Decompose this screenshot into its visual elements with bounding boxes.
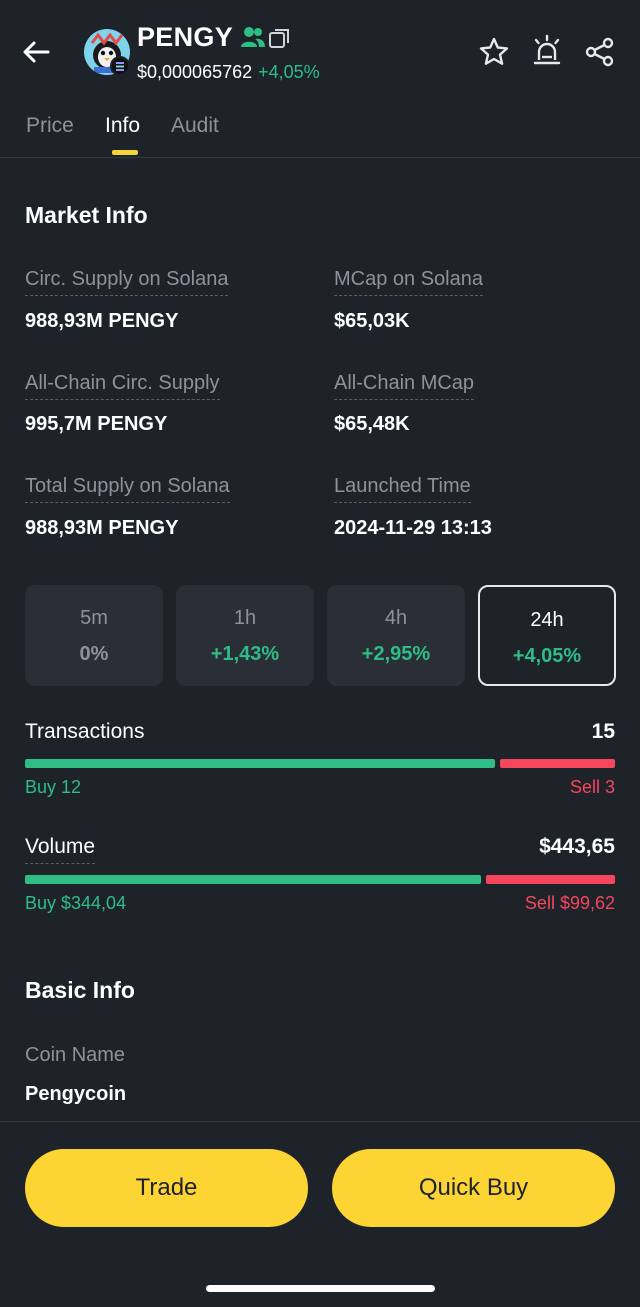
token-price: $0,000065762 +4,05% [137,62,320,83]
transactions-sell-bar [499,759,615,768]
bottom-action-bar: Trade Quick Buy [0,1121,640,1307]
launched-time-value: 2024-11-29 13:13 [334,517,492,539]
tab-price[interactable]: Price [26,114,74,137]
market-info-title: Market Info [25,202,148,228]
timeframe-label: 4h [384,607,408,629]
all-chain-circ-supply-label[interactable]: All-Chain Circ. Supply [25,372,220,400]
timeframe-change: +1,43% [210,643,280,665]
back-arrow-icon[interactable] [18,34,54,70]
share-icon[interactable] [584,36,616,73]
home-indicator [206,1285,435,1292]
copy-icon[interactable] [268,26,292,55]
transactions-total: 15 [591,720,615,743]
total-supply-solana-value: 988,93M PENGY [25,517,179,539]
basic-info-title: Basic Info [25,977,135,1003]
volume-buy-bar [25,875,481,884]
timeframe-label: 1h [233,607,257,629]
volume-title[interactable]: Volume [25,835,96,864]
header: PENGY $0,000065762 +4,05% [0,0,640,100]
star-icon[interactable] [478,36,510,73]
timeframe-change: +4,05% [512,645,582,667]
transactions-sell-count: Sell 3 [569,777,615,797]
timeframe-1h[interactable]: 1h +1,43% [176,585,314,686]
solana-chain-icon [110,56,130,76]
price-alert-icon[interactable] [530,34,564,73]
coin-name-value: Pengycoin [25,1083,127,1105]
token-name: PENGY [137,22,234,52]
total-supply-solana-label[interactable]: Total Supply on Solana [25,475,230,503]
timeframe-change: +2,95% [361,643,431,665]
tab-audit[interactable]: Audit [171,114,219,137]
all-chain-mcap-value: $65,48K [334,413,410,435]
volume-sell-amount: Sell $99,62 [524,893,615,913]
volume-buy-amount: Buy $344,04 [25,893,127,913]
circ-supply-solana-value: 988,93M PENGY [25,310,179,332]
holders-icon[interactable] [241,26,265,53]
timeframe-24h[interactable]: 24h +4,05% [478,585,616,686]
coin-name-label: Coin Name [25,1044,126,1066]
tab-bar: Price Info Audit [0,100,640,158]
circ-supply-solana-label[interactable]: Circ. Supply on Solana [25,268,229,296]
active-tab-indicator [112,150,138,155]
tab-info[interactable]: Info [105,114,141,137]
launched-time-label[interactable]: Launched Time [334,475,471,503]
transactions-buy-count: Buy 12 [25,777,82,797]
price-change: +4,05% [258,62,320,82]
timeframe-4h[interactable]: 4h +2,95% [327,585,465,686]
transactions-buy-bar [25,759,495,768]
mcap-solana-label[interactable]: MCap on Solana [334,268,483,296]
trade-button[interactable]: Trade [25,1149,308,1227]
timeframe-5m[interactable]: 5m 0% [25,585,163,686]
price-value: $0,000065762 [137,62,253,82]
all-chain-circ-supply-value: 995,7M PENGY [25,413,168,435]
all-chain-mcap-label[interactable]: All-Chain MCap [334,372,475,400]
quick-buy-button[interactable]: Quick Buy [332,1149,615,1227]
timeframe-label: 5m [80,607,108,629]
volume-sell-bar [485,875,615,884]
timeframe-change: 0% [79,643,109,665]
transactions-title: Transactions [25,720,145,743]
volume-total: $443,65 [539,835,615,858]
timeframe-label: 24h [530,609,564,631]
mcap-solana-value: $65,03K [334,310,410,332]
